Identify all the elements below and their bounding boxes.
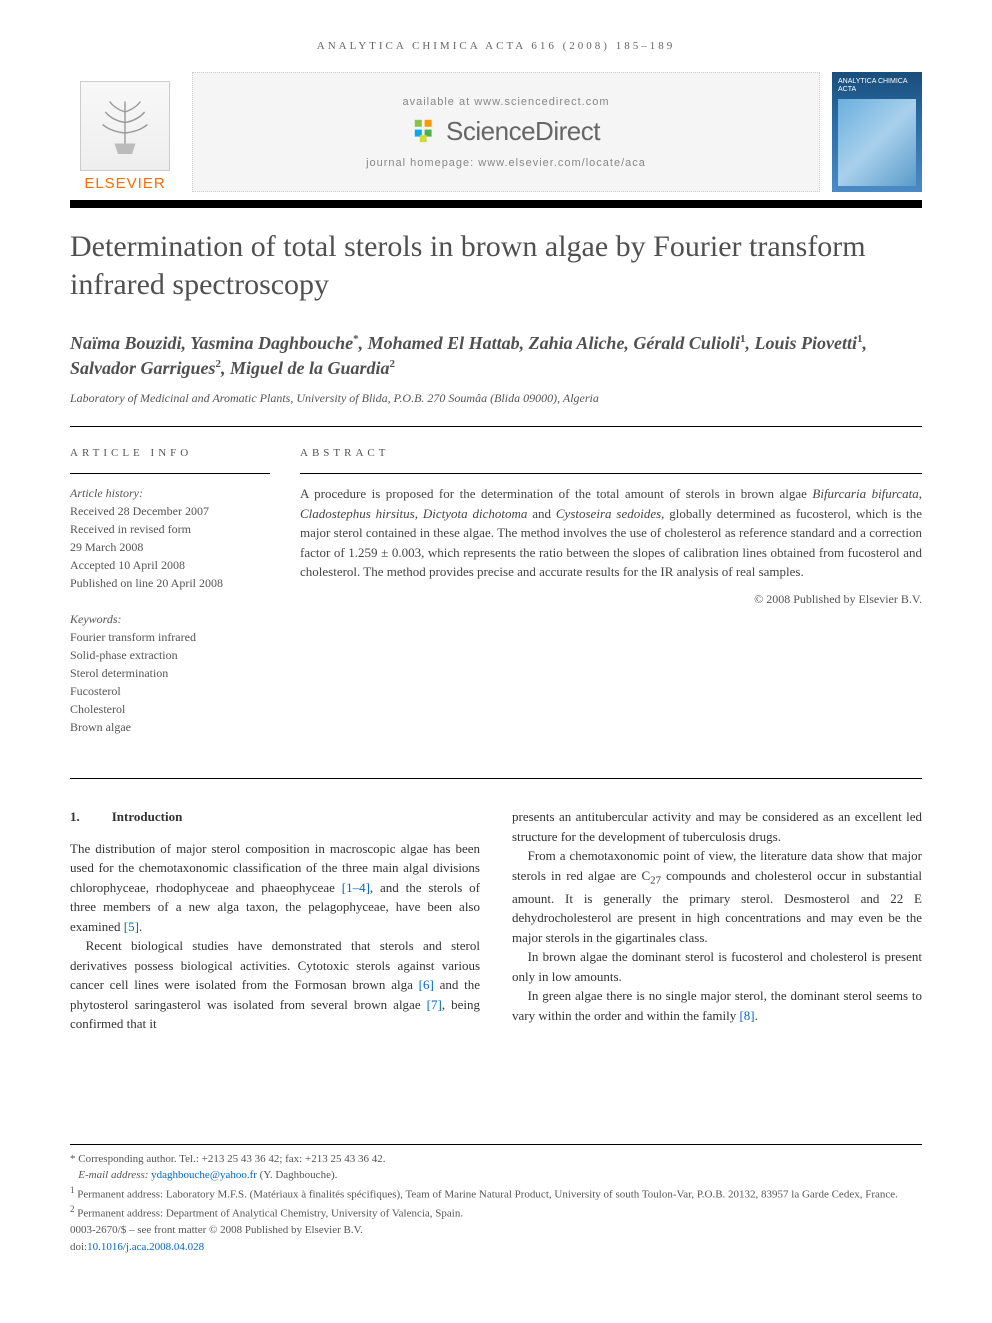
abstract-text: A procedure is proposed for the determin… — [300, 484, 922, 582]
sciencedirect-block: available at www.sciencedirect.com Scien… — [192, 72, 820, 192]
email-label: E-mail address: — [78, 1169, 148, 1181]
footnotes: * Corresponding author. Tel.: +213 25 43… — [70, 1144, 922, 1255]
body-right-column: presents an antitubercular activity and … — [512, 807, 922, 1034]
abstract-column: ABSTRACT A procedure is proposed for the… — [300, 447, 922, 754]
abstract-copyright: © 2008 Published by Elsevier B.V. — [300, 592, 922, 607]
journal-cover-title: ANALYTICA CHIMICA ACTA — [838, 78, 916, 95]
body-paragraph: In green algae there is no single major … — [512, 986, 922, 1025]
keywords-block: Keywords: Fourier transform infrared Sol… — [70, 610, 270, 736]
keyword-item: Fucosterol — [70, 682, 270, 700]
body-paragraph: presents an antitubercular activity and … — [512, 807, 922, 846]
sciencedirect-icon — [412, 117, 440, 145]
keyword-item: Cholesterol — [70, 700, 270, 718]
divider-line — [300, 473, 922, 474]
doi-label: doi: — [70, 1241, 87, 1253]
elsevier-tree-icon — [80, 81, 170, 171]
divider-line — [70, 473, 270, 474]
email-owner: (Y. Daghbouche). — [260, 1169, 338, 1181]
history-published: Published on line 20 April 2008 — [70, 574, 270, 592]
journal-cover-image — [838, 99, 916, 186]
history-label: Article history: — [70, 486, 143, 500]
doi-link[interactable]: 10.1016/j.aca.2008.04.028 — [87, 1241, 204, 1253]
sciencedirect-wordmark: ScienceDirect — [446, 116, 600, 147]
permanent-address-1: 1 Permanent address: Laboratory M.F.S. (… — [70, 1184, 922, 1203]
affiliation: Laboratory of Medicinal and Aromatic Pla… — [70, 391, 922, 406]
email-line: E-mail address: ydaghbouche@yahoo.fr (Y.… — [70, 1167, 922, 1184]
keyword-item: Solid-phase extraction — [70, 646, 270, 664]
journal-running-head: ANALYTICA CHIMICA ACTA 616 (2008) 185–18… — [70, 40, 922, 52]
permanent-address-2: 2 Permanent address: Department of Analy… — [70, 1203, 922, 1222]
history-revised-line2: 29 March 2008 — [70, 538, 270, 556]
journal-cover-thumbnail: ANALYTICA CHIMICA ACTA — [832, 72, 922, 192]
keyword-item: Brown algae — [70, 718, 270, 736]
available-at-text: available at www.sciencedirect.com — [402, 96, 609, 108]
article-info-column: ARTICLE INFO Article history: Received 2… — [70, 447, 270, 754]
history-accepted: Accepted 10 April 2008 — [70, 556, 270, 574]
body-two-column: 1. Introduction The distribution of majo… — [70, 807, 922, 1034]
corresponding-author: * Corresponding author. Tel.: +213 25 43… — [70, 1151, 922, 1168]
article-info-label: ARTICLE INFO — [70, 447, 270, 459]
keyword-item: Fourier transform infrared — [70, 628, 270, 646]
elsevier-wordmark: ELSEVIER — [84, 175, 165, 192]
author-email-link[interactable]: ydaghbouche@yahoo.fr — [151, 1169, 257, 1181]
keywords-label: Keywords: — [70, 612, 122, 626]
issn-line: 0003-2670/$ – see front matter © 2008 Pu… — [70, 1222, 922, 1239]
body-left-column: 1. Introduction The distribution of majo… — [70, 807, 480, 1034]
divider-line — [70, 778, 922, 779]
keyword-item: Sterol determination — [70, 664, 270, 682]
section-title: Introduction — [112, 807, 183, 827]
article-page: ANALYTICA CHIMICA ACTA 616 (2008) 185–18… — [0, 0, 992, 1315]
body-paragraph: From a chemotaxonomic point of view, the… — [512, 846, 922, 947]
journal-homepage: journal homepage: www.elsevier.com/locat… — [366, 157, 646, 169]
abstract-label: ABSTRACT — [300, 447, 922, 459]
sciencedirect-logo: ScienceDirect — [412, 116, 600, 147]
masthead: ELSEVIER available at www.sciencedirect.… — [70, 72, 922, 192]
section-heading: 1. Introduction — [70, 807, 480, 827]
history-received: Received 28 December 2007 — [70, 502, 270, 520]
title-divider-bar — [70, 200, 922, 208]
author-list: Naïma Bouzidi, Yasmina Daghbouche*, Moha… — [70, 331, 922, 381]
body-paragraph: In brown algae the dominant sterol is fu… — [512, 947, 922, 986]
info-abstract-row: ARTICLE INFO Article history: Received 2… — [70, 447, 922, 754]
doi-line: doi:10.1016/j.aca.2008.04.028 — [70, 1239, 922, 1256]
body-paragraph: Recent biological studies have demonstra… — [70, 936, 480, 1034]
body-paragraph: The distribution of major sterol composi… — [70, 839, 480, 937]
divider-line — [70, 426, 922, 427]
article-title: Determination of total sterols in brown … — [70, 228, 922, 303]
publisher-block: ELSEVIER — [70, 72, 180, 192]
article-history-block: Article history: Received 28 December 20… — [70, 484, 270, 592]
history-revised-line1: Received in revised form — [70, 520, 270, 538]
section-number: 1. — [70, 807, 80, 827]
